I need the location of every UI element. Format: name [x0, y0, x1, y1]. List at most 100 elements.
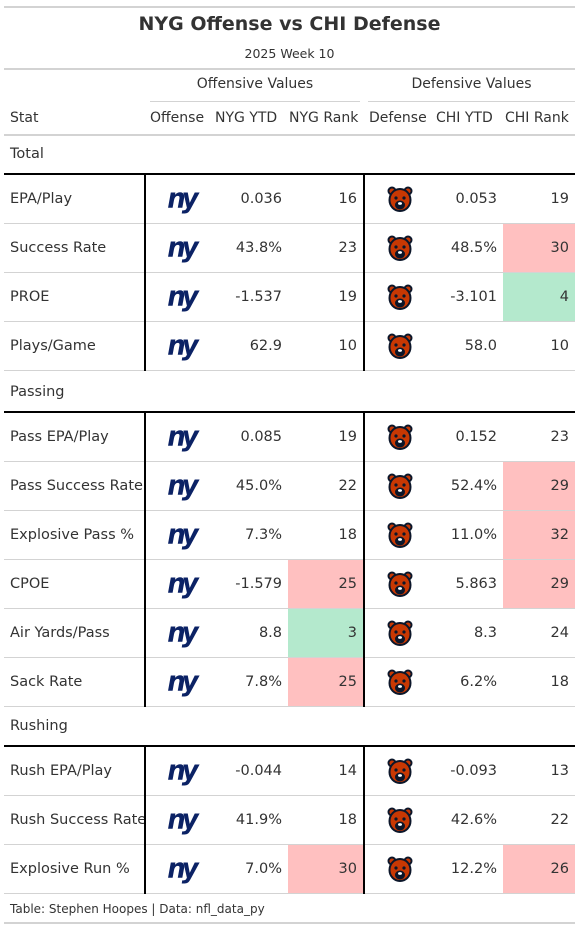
defense-logo-cell — [365, 413, 435, 461]
defense-logo-cell — [365, 224, 435, 272]
nyg-logo-icon: ny — [167, 470, 199, 502]
stat-name: Plays/Game — [10, 338, 96, 354]
table-row: EPA/Play 0.036 16 0.053 19 ny — [4, 175, 575, 224]
chi-rank-value: 4 — [503, 273, 575, 321]
nyg-rank-value: 3 — [288, 609, 363, 657]
offense-logo-cell: ny — [146, 413, 216, 461]
nyg-logo-icon: ny — [167, 519, 199, 551]
nyg-ytd-value: 62.9 — [249, 338, 282, 354]
nyg-logo-icon: ny — [167, 755, 199, 787]
chi-bear-logo-icon — [387, 856, 413, 882]
table-subtitle: 2025 Week 10 — [244, 46, 335, 61]
table-row: Pass EPA/Play 0.085 19 0.152 23 ny — [4, 413, 575, 462]
nyg-ytd-value: 43.8% — [235, 240, 282, 256]
defense-logo-cell — [365, 175, 435, 223]
nyg-rank-value: 18 — [338, 527, 357, 543]
defense-logo-cell — [365, 560, 435, 608]
chi-rank-value: 22 — [550, 812, 569, 828]
chi-ytd-value: -3.101 — [450, 289, 497, 305]
nyg-ytd-value: -1.579 — [235, 576, 282, 592]
nyg-logo-icon: ny — [167, 617, 199, 649]
colhead-nyg-rank: NYG Rank — [289, 110, 359, 126]
group-top-rule — [4, 745, 575, 747]
offense-logo-cell: ny — [146, 796, 216, 844]
table-row: Rush EPA/Play -0.044 14 -0.093 13 ny — [4, 747, 575, 796]
stat-name: Explosive Pass % — [10, 527, 135, 543]
defense-logo-cell — [365, 273, 435, 321]
header-top-rule — [4, 68, 575, 70]
chi-bear-logo-icon — [387, 620, 413, 646]
nyg-ytd-value: 7.0% — [245, 861, 282, 877]
defense-divider — [363, 173, 365, 371]
nyg-ytd-value: 0.036 — [240, 191, 282, 207]
spanner-offense-rule — [150, 101, 360, 102]
chi-ytd-value: 8.3 — [473, 625, 497, 641]
chi-bear-logo-icon — [387, 758, 413, 784]
nyg-rank-value: 16 — [338, 191, 357, 207]
group-top-rule — [4, 411, 575, 413]
nyg-logo-icon: ny — [167, 853, 199, 885]
chi-bear-logo-icon — [387, 235, 413, 261]
chi-rank-value: 30 — [503, 224, 575, 272]
nyg-logo-icon: ny — [167, 804, 199, 836]
nyg-ytd-value: -0.044 — [235, 763, 282, 779]
chi-rank-value: 10 — [550, 338, 569, 354]
offense-logo-cell: ny — [146, 609, 216, 657]
stat-name: Rush Success Rate — [10, 812, 147, 828]
nyg-logo-icon: ny — [167, 183, 199, 215]
chi-ytd-value: 0.053 — [455, 191, 497, 207]
offense-divider — [144, 173, 146, 371]
nyg-rank-value: 23 — [338, 240, 357, 256]
chi-rank-value: 26 — [503, 845, 575, 893]
chi-bear-logo-icon — [387, 333, 413, 359]
offense-logo-cell: ny — [146, 175, 216, 223]
spanner-defense-rule — [368, 101, 575, 102]
table-title: NYG Offense vs CHI Defense — [138, 13, 441, 35]
nyg-rank-value: 19 — [338, 289, 357, 305]
stat-name: Sack Rate — [10, 674, 83, 690]
stat-name: PROE — [10, 289, 50, 305]
nyg-ytd-value: 41.9% — [235, 812, 282, 828]
offense-logo-cell: ny — [146, 224, 216, 272]
table-row: Air Yards/Pass 8.8 3 8.3 24 ny — [4, 609, 575, 658]
offense-divider — [144, 745, 146, 894]
group-top-rule — [4, 173, 575, 175]
chi-bear-logo-icon — [387, 571, 413, 597]
chi-ytd-value: 58.0 — [464, 338, 497, 354]
chi-bear-logo-icon — [387, 807, 413, 833]
defense-divider — [363, 745, 365, 894]
chi-rank-value: 32 — [503, 511, 575, 559]
chi-bear-logo-icon — [387, 669, 413, 695]
chi-ytd-value: 11.0% — [450, 527, 497, 543]
spanner-defensive-values: Defensive Values — [411, 76, 532, 92]
offense-logo-cell: ny — [146, 462, 216, 510]
stat-name: Explosive Run % — [10, 861, 130, 877]
colhead-defense: Defense — [369, 110, 427, 126]
defense-logo-cell — [365, 462, 435, 510]
bottom-rule — [4, 922, 575, 924]
offense-logo-cell: ny — [146, 511, 216, 559]
table-row: PROE -1.537 19 -3.101 4 ny — [4, 273, 575, 322]
table-row: Explosive Run % 7.0% 30 12.2% 26 ny — [4, 845, 575, 894]
nyg-logo-icon: ny — [167, 232, 199, 264]
offense-logo-cell: ny — [146, 747, 216, 795]
nyg-rank-value: 19 — [338, 429, 357, 445]
defense-logo-cell — [365, 796, 435, 844]
stat-name: Success Rate — [10, 240, 107, 256]
nyg-rank-value: 25 — [288, 658, 363, 706]
nyg-logo-icon: ny — [167, 281, 199, 313]
chi-bear-logo-icon — [387, 284, 413, 310]
chi-rank-value: 24 — [550, 625, 569, 641]
offense-logo-cell: ny — [146, 560, 216, 608]
defense-logo-cell — [365, 747, 435, 795]
chi-ytd-value: 42.6% — [450, 812, 497, 828]
chi-rank-value: 19 — [550, 191, 569, 207]
group-label: Total — [10, 146, 44, 162]
table-row: Pass Success Rate 45.0% 22 52.4% 29 ny — [4, 462, 575, 511]
nyg-rank-value: 10 — [338, 338, 357, 354]
colhead-stat: Stat — [10, 110, 39, 126]
chi-rank-value: 18 — [550, 674, 569, 690]
stat-name: Pass Success Rate — [10, 478, 143, 494]
colhead-chi-rank: CHI Rank — [505, 110, 569, 126]
colhead-nyg-ytd: NYG YTD — [215, 110, 278, 126]
